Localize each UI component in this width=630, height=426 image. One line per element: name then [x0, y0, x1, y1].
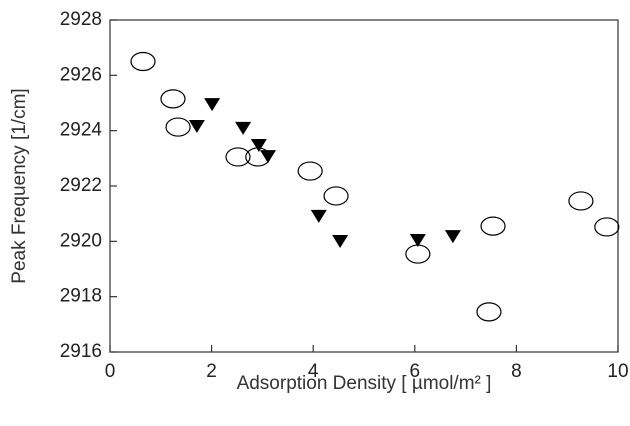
circle-point [130, 51, 156, 72]
x-tick-label: 4 [308, 361, 319, 382]
circle-point [225, 147, 251, 167]
y-tick-label: 2928 [60, 9, 102, 30]
y-tick-label: 2918 [60, 286, 102, 307]
circle-point [323, 186, 349, 206]
triangle-point [310, 209, 327, 223]
x-axis-title: Adsorption Density [ µmol/m² ] [237, 373, 492, 394]
triangle-point [235, 121, 252, 135]
y-tick-label: 2922 [60, 175, 102, 196]
circle-point [594, 217, 620, 237]
triangle-point [332, 235, 349, 249]
circle-point [476, 302, 502, 322]
y-axis-title: Peak Frequency [1/cm] [9, 88, 30, 283]
y-tick-label: 2926 [60, 64, 102, 85]
circle-point [160, 89, 186, 109]
circle-point [165, 117, 191, 137]
x-tick-label: 0 [105, 361, 116, 382]
x-tick-label: 6 [410, 361, 421, 382]
circle-point [405, 244, 431, 264]
triangle-point [250, 139, 267, 153]
triangle-point [259, 150, 276, 164]
triangle-point [204, 98, 221, 112]
y-tick-label: 2924 [60, 120, 103, 141]
x-tick-label: 8 [511, 361, 522, 382]
y-tick-label: 2920 [60, 230, 102, 251]
y-tick-label: 2916 [60, 341, 102, 362]
circle-point [297, 161, 323, 181]
triangle-point [409, 233, 426, 247]
x-tick-label: 2 [206, 361, 217, 382]
circle-point [480, 216, 506, 236]
triangle-point [188, 119, 205, 133]
circle-point [568, 191, 594, 211]
x-tick-label: 10 [607, 361, 628, 382]
plot-frame [109, 19, 619, 353]
triangle-point [444, 230, 461, 244]
